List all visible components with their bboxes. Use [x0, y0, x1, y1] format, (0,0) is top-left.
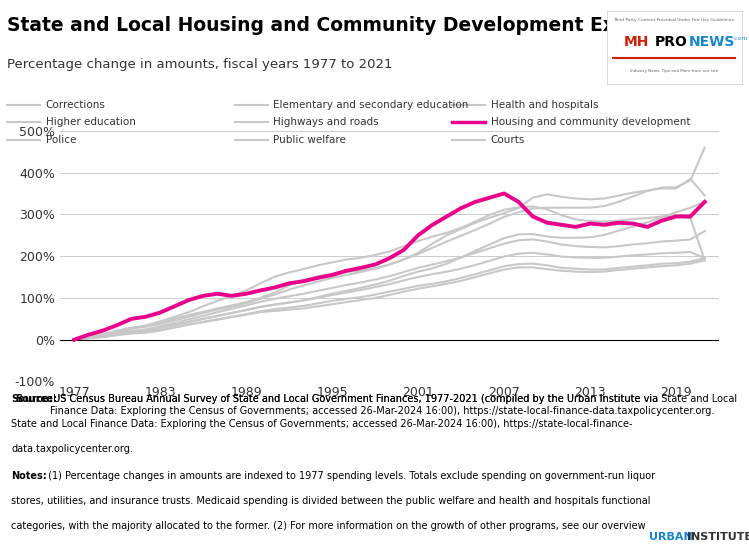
- Text: Percentage change in amounts, fiscal years 1977 to 2021: Percentage change in amounts, fiscal yea…: [7, 58, 393, 71]
- Text: Public welfare: Public welfare: [273, 135, 346, 145]
- Text: MH: MH: [624, 35, 649, 49]
- Text: stores, utilities, and insurance trusts. Medicaid spending is divided between th: stores, utilities, and insurance trusts.…: [11, 496, 651, 506]
- Text: Police: Police: [46, 135, 76, 145]
- Text: US Census Bureau Annual Survey of State and Local Government Finances, 1977-2021: US Census Bureau Annual Survey of State …: [49, 394, 658, 404]
- Text: Source:: Source:: [11, 394, 53, 404]
- Text: State and Local Finance Data: Exploring the Census of Governments; accessed 26-M: State and Local Finance Data: Exploring …: [11, 419, 633, 429]
- Text: Corrections: Corrections: [46, 100, 106, 110]
- Text: Highways and roads: Highways and roads: [273, 117, 379, 127]
- Text: Source:: Source:: [15, 394, 57, 404]
- Text: INSTITUTE: INSTITUTE: [688, 532, 749, 542]
- Text: Elementary and secondary education: Elementary and secondary education: [273, 100, 468, 110]
- Text: US Census Bureau Annual Survey of State and Local Government Finances, 1977-2021: US Census Bureau Annual Survey of State …: [50, 394, 738, 415]
- Text: Health and hospitals: Health and hospitals: [491, 100, 598, 110]
- Text: Industry News, Tips and More from our site: Industry News, Tips and More from our si…: [630, 69, 718, 73]
- Text: URBAN: URBAN: [649, 532, 693, 542]
- Text: data.taxpolicycenter.org.: data.taxpolicycenter.org.: [11, 444, 133, 455]
- Text: Notes:: Notes:: [11, 471, 47, 481]
- Text: (1) Percentage changes in amounts are indexed to 1977 spending levels. Totals ex: (1) Percentage changes in amounts are in…: [45, 471, 655, 481]
- Text: NEWS: NEWS: [689, 35, 736, 49]
- Text: Higher education: Higher education: [46, 117, 136, 127]
- Text: Housing and community development: Housing and community development: [491, 117, 690, 127]
- Text: categories, with the majority allocated to the former. (2) For more information : categories, with the majority allocated …: [11, 522, 646, 531]
- Text: Third Party Content Provided Under Fair Use Guidelines.: Third Party Content Provided Under Fair …: [613, 18, 736, 22]
- Text: Courts: Courts: [491, 135, 525, 145]
- Text: .com: .com: [732, 35, 748, 41]
- Text: PRO: PRO: [655, 35, 688, 49]
- Text: State and Local Housing and Community Development Expenditures: State and Local Housing and Community De…: [7, 16, 730, 35]
